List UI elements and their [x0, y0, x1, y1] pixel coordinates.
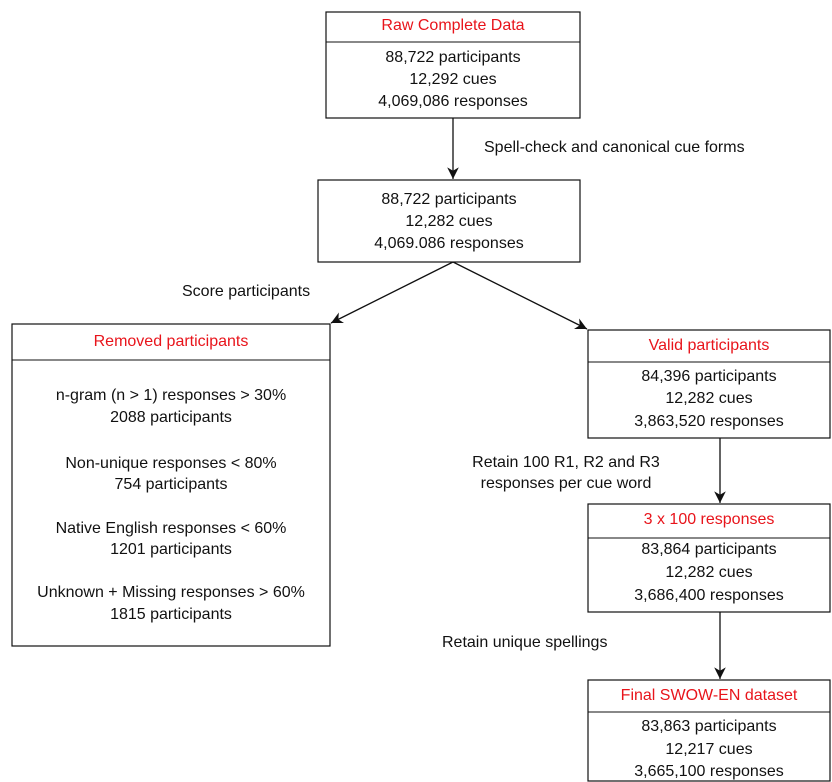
node-line: 12,217 cues [665, 741, 752, 758]
node-line: 12,292 cues [409, 71, 496, 88]
node-line: 4,069.086 responses [374, 235, 523, 252]
node-line: n-gram (n > 1) responses > 30% [56, 387, 286, 404]
edge-label: responses per cue word [481, 475, 652, 492]
node-box [587, 329, 831, 439]
node-line: 3,665,100 responses [634, 763, 783, 780]
node-title: Raw Complete Data [381, 17, 524, 34]
node-line: 1201 participants [110, 541, 232, 558]
node-line: Native English responses < 60% [56, 520, 287, 537]
node-line: Unknown + Missing responses > 60% [37, 584, 305, 601]
node-box [587, 679, 831, 782]
edge-label: Retain unique spellings [442, 634, 607, 651]
node-title: Removed participants [94, 333, 249, 350]
node-line: 3,863,520 responses [634, 413, 783, 430]
arrow [452, 261, 588, 330]
arrow [330, 261, 454, 324]
node-line: Non-unique responses < 80% [65, 455, 276, 472]
node-line: 83,863 participants [641, 718, 776, 735]
edge-label: Spell-check and canonical cue forms [484, 139, 745, 156]
node-line: 3,686,400 responses [634, 587, 783, 604]
node-title: Final SWOW-EN dataset [621, 687, 798, 704]
node-box [587, 503, 831, 613]
node-line: 84,396 participants [641, 368, 776, 385]
node-line: 12,282 cues [665, 390, 752, 407]
node-line: 754 participants [115, 476, 228, 493]
node-line: 2088 participants [110, 409, 232, 426]
node-line: 12,282 cues [405, 213, 492, 230]
node-box [11, 323, 331, 647]
node-line: 88,722 participants [385, 49, 520, 66]
node-line: 12,282 cues [665, 564, 752, 581]
edge-label: Retain 100 R1, R2 and R3 [472, 454, 660, 471]
node-line: 83,864 participants [641, 541, 776, 558]
node-line: 88,722 participants [381, 191, 516, 208]
node-title: 3 x 100 responses [644, 511, 775, 528]
node-box [317, 179, 581, 263]
node-title: Valid participants [649, 337, 770, 354]
edge-label: Score participants [182, 283, 310, 300]
node-line: 1815 participants [110, 606, 232, 623]
node-box [325, 11, 581, 119]
node-line: 4,069,086 responses [378, 93, 527, 110]
